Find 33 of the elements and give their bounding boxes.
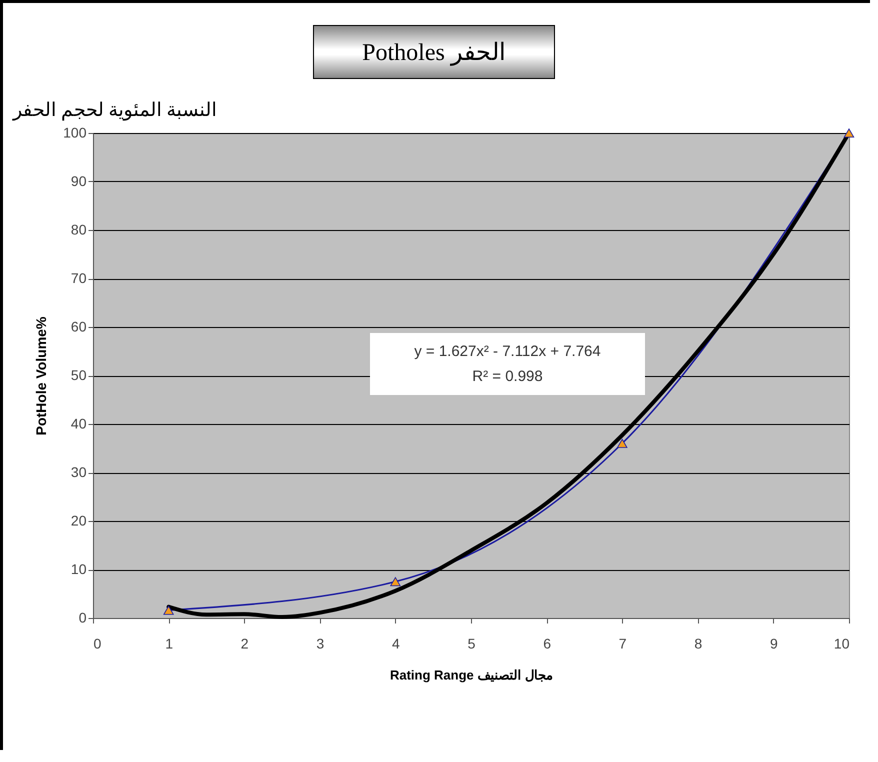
x-tick-label: 9 [770, 636, 778, 652]
text-box: y = 1.627x² - 7.112x + 7.764 R² = 0.998 [370, 333, 645, 395]
annotation: R² = 0.998 [471, 367, 544, 387]
y-tick-label: 40 [70, 416, 87, 432]
chart-title: Potholes الحفر [313, 25, 555, 79]
x-tick-label: 6 [543, 636, 552, 652]
y-tick-label: 70 [70, 270, 87, 286]
annotation: y = 1.627x² - 7.112x + 7.764 [413, 342, 602, 362]
point [390, 577, 401, 586]
x-tick-label: 1 [165, 636, 174, 652]
chart-subtitle: النسبة المئوية لحجم الحفر [12, 100, 216, 121]
y-axis-title: PotHole Volume% [33, 316, 50, 436]
y-tick-label: 0 [78, 610, 87, 626]
point [844, 128, 854, 138]
x-tick-label: 2 [240, 636, 249, 652]
y-tick-label: 90 [70, 173, 87, 189]
y-tick-label: 80 [70, 222, 87, 238]
x-tick-label: 5 [468, 636, 476, 652]
x-tick-label: 0 [94, 636, 102, 652]
point [163, 606, 174, 615]
x-tick-label: 8 [694, 636, 702, 652]
y-tick-label: 20 [70, 512, 87, 528]
point [617, 438, 628, 448]
y-tick-label: 100 [63, 124, 87, 140]
y-tick-label: 30 [70, 464, 87, 480]
x-tick-label: 4 [392, 636, 400, 652]
y-tick-label: 60 [70, 318, 87, 334]
x-axis-title: Rating Range مجال التصنيف [390, 668, 554, 682]
y-tick-label: 50 [70, 367, 87, 383]
x-tick-label: 7 [618, 636, 627, 652]
y-tick-label: 10 [70, 561, 87, 577]
x-tick-label: 3 [316, 636, 324, 652]
x-tick-label: 10 [834, 636, 850, 652]
